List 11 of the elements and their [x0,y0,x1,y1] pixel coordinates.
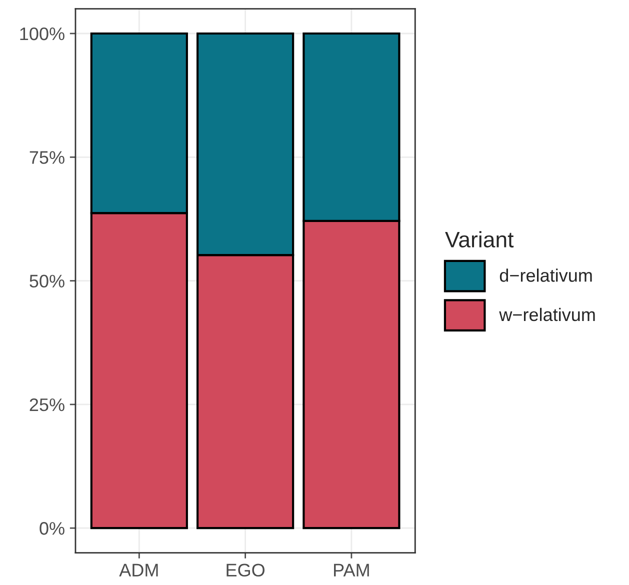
y-tick-label: 0% [40,522,64,535]
legend-title: Variant [445,231,514,248]
x-tick-label: EGO [226,564,265,577]
y-tick-label: 25% [30,398,64,412]
legend-label: d−relativum [500,268,592,282]
y-tick-label: 100% [20,27,64,40]
y-tick-label: 75% [30,151,64,164]
x-tick-label: PAM [334,564,369,576]
y-tick-label: 50% [30,274,64,288]
legend-label: w−relativum [499,308,595,322]
x-tick-label: ADM [119,564,158,576]
